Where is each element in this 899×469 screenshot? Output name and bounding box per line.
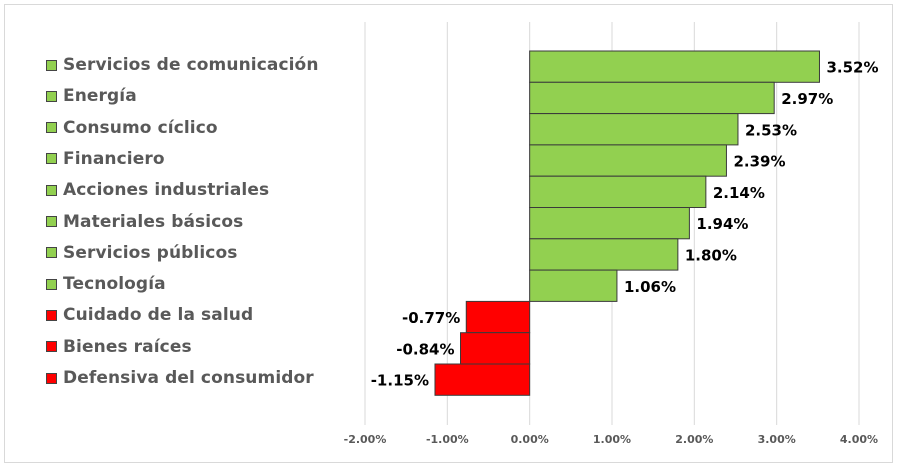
data-label: 3.52% [826,59,878,77]
legend-item: Financiero [46,149,165,169]
legend-swatch [46,341,57,353]
x-tick-label: 3.00% [758,433,796,446]
bar [460,332,531,365]
bar [434,363,531,396]
legend-swatch [46,122,57,134]
data-label: 1.94% [696,215,748,233]
legend-item: Materiales básicos [46,212,243,232]
data-label: 2.97% [781,90,833,108]
x-tick-label: -1.00% [426,433,469,446]
bar [529,175,707,208]
legend-label: Bienes raíces [63,336,192,357]
legend-swatch [46,372,57,384]
legend-label: Financiero [63,148,165,169]
data-label: 2.39% [733,153,785,171]
legend-label: Servicios de comunicación [63,55,319,75]
legend-swatch [46,278,57,290]
bar [529,207,690,240]
bar [529,50,820,83]
legend-label: Cuidado de la salud [63,305,254,326]
bar [465,300,531,334]
legend-item: Servicios públicos [46,243,237,263]
legend-item: Consumo cíclico [46,118,218,138]
legend-label: Acciones industriales [63,180,270,201]
data-label: 1.80% [685,246,737,264]
legend-item: Energía [46,86,137,106]
x-tick-label: 0.00% [511,433,549,446]
legend-swatch [46,247,57,259]
data-label: 1.06% [624,278,676,296]
data-label: -1.15% [371,372,429,390]
x-tick-label: 4.00% [840,433,878,446]
data-label: -0.77% [402,309,460,327]
legend-swatch [46,59,57,71]
legend-swatch [46,184,57,196]
legend-label: Energía [63,86,137,107]
legend-swatch [46,309,57,321]
x-tick-label: 1.00% [593,433,631,446]
x-tick-label: -2.00% [344,433,387,446]
data-label: 2.14% [713,184,765,202]
legend-item: Cuidado de la salud [46,305,253,325]
bar [529,144,727,177]
legend-label: Tecnología [63,274,166,295]
legend-label: Consumo cíclico [63,117,218,138]
legend-label: Servicios públicos [63,242,238,263]
legend-item: Servicios de comunicación [46,55,319,75]
legend-item: Bienes raíces [46,337,192,357]
legend-label: Materiales básicos [63,211,244,232]
data-label: 2.53% [745,121,797,139]
bar [529,81,775,115]
legend-item: Tecnología [46,274,166,294]
bar [529,238,679,271]
legend-item: Acciones industriales [46,180,269,200]
bar [529,113,739,146]
legend-swatch [46,90,57,102]
bar [529,269,618,302]
x-tick-label: 2.00% [675,433,713,446]
data-label: -0.84% [396,340,454,358]
legend-item: Defensiva del consumidor [46,368,314,388]
legend-swatch [46,153,57,165]
legend-label: Defensiva del consumidor [63,368,314,388]
legend-swatch [46,216,57,227]
